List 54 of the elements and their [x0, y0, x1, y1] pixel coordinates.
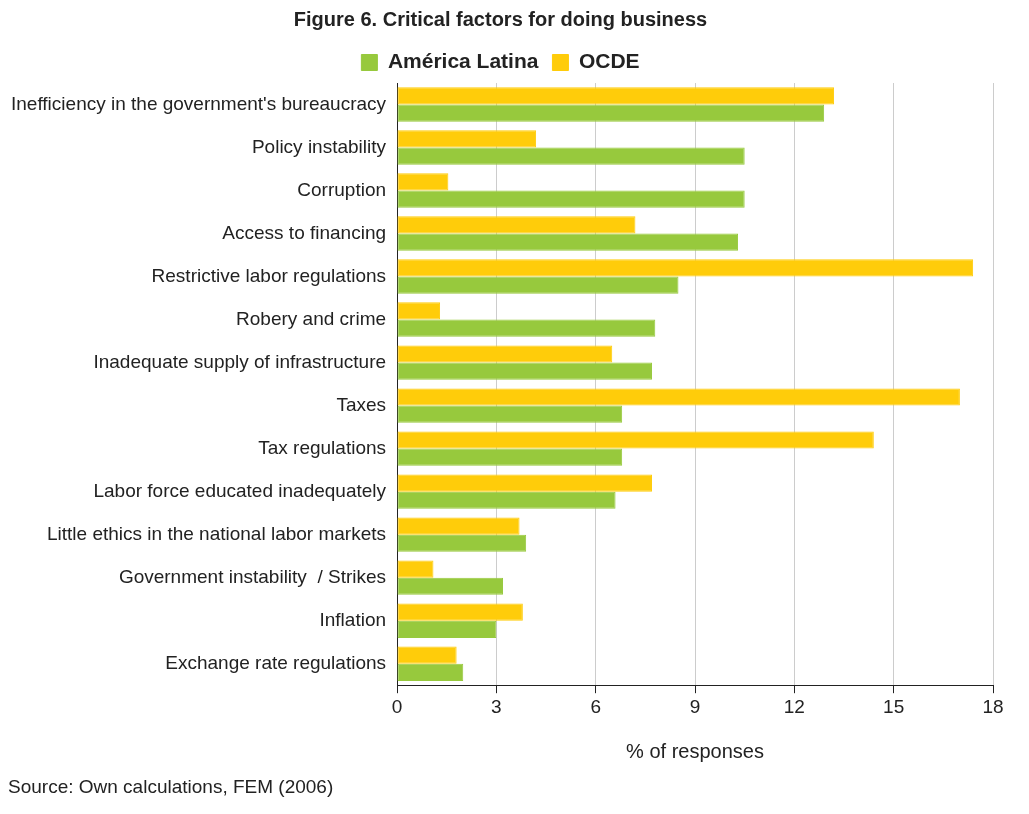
bar [397, 560, 434, 578]
bar [397, 646, 457, 664]
bar [397, 233, 739, 251]
bar [397, 431, 874, 449]
y-tick-label: Inefficiency in the government's bureaucracy [10, 92, 387, 114]
x-tick-label: 3 [491, 695, 502, 717]
bar [397, 190, 745, 208]
bar [397, 319, 656, 337]
y-tick-label: Government instability / Strikes [118, 565, 387, 587]
bar [397, 620, 497, 638]
bar [397, 104, 825, 122]
y-tick-label: Access to financing [222, 221, 387, 243]
bar [397, 276, 679, 294]
bar [397, 259, 974, 277]
x-tick-label: 0 [391, 695, 403, 717]
bar [397, 130, 537, 148]
x-tick-label: 6 [590, 695, 601, 717]
source-note: Source: Own calculations, FEM (2006) [8, 776, 335, 798]
legend-label: OCDE [578, 49, 640, 73]
bar [397, 474, 652, 492]
bar [397, 405, 623, 423]
y-tick-label: Taxes [336, 393, 387, 415]
bar [397, 362, 652, 380]
bar [397, 663, 464, 681]
x-tick-label: 12 [783, 695, 805, 717]
y-tick-label: Robery and crime [236, 307, 387, 329]
chart-title: Figure 6. Critical factors for doing business [293, 7, 708, 30]
legend-label: América Latina [387, 49, 539, 73]
bar [397, 216, 636, 234]
bar [397, 517, 520, 535]
bar [397, 345, 613, 363]
bar [397, 388, 960, 406]
bar [397, 491, 616, 509]
bar [397, 448, 623, 466]
bar [397, 87, 835, 105]
y-tick-label: Corruption [297, 178, 387, 200]
y-tick-label: Labor force educated inadequately [93, 479, 387, 501]
x-axis-title: % of responses [626, 739, 764, 762]
y-tick-label: Tax regulations [258, 436, 387, 458]
bar [397, 173, 449, 191]
y-tick-label: Inflation [319, 608, 387, 630]
x-tick-label: 9 [689, 695, 701, 717]
y-tick-label: Policy instability [251, 135, 387, 157]
y-tick-label: Restrictive labor regulations [151, 264, 387, 286]
bar [397, 577, 503, 595]
bar [397, 302, 441, 320]
y-tick-label: Exchange rate regulations [165, 651, 387, 673]
x-tick-label: 15 [883, 695, 905, 717]
x-tick-label: 18 [982, 695, 1004, 717]
bar [397, 534, 527, 552]
bar [397, 603, 523, 621]
bar [397, 147, 745, 165]
y-tick-label: Inadequate supply of infrastructure [93, 350, 387, 372]
y-tick-label: Little ethics in the national labor markets [47, 522, 387, 544]
